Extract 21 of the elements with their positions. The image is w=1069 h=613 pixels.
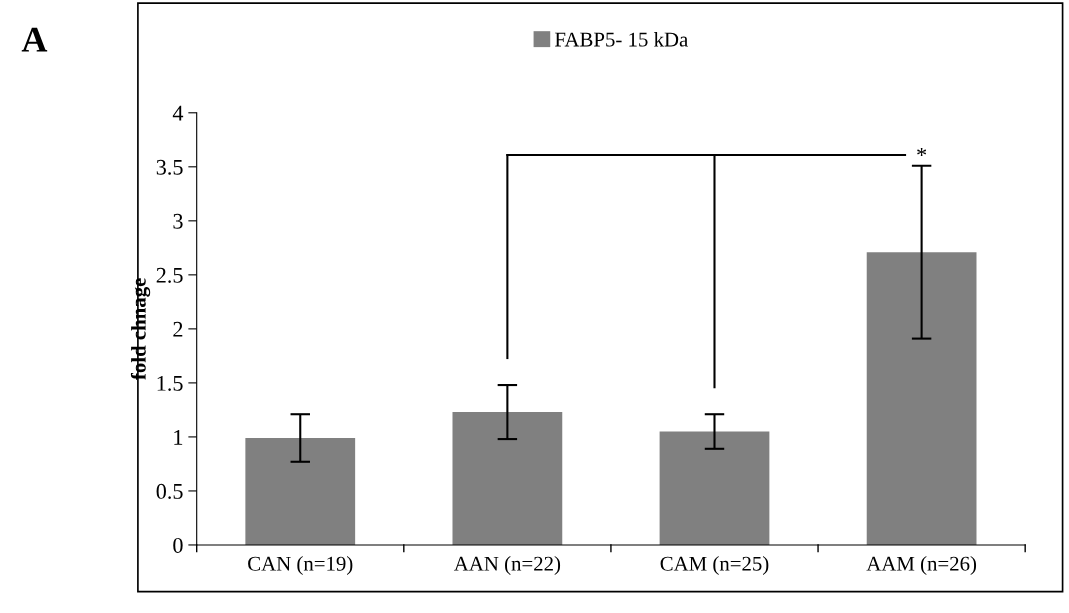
bar [452, 412, 563, 545]
bar [245, 438, 356, 545]
x-tick-label: CAN (n=19) [248, 556, 353, 575]
x-tick-label: AAM (n=26) [866, 556, 977, 575]
y-tick-label: 2 [173, 321, 183, 337]
y-axis-title: fold chnage [130, 278, 151, 380]
y-tick-label: 3 [173, 213, 183, 229]
y-tick-label: 2.5 [156, 267, 183, 283]
y-tick-label: 1 [174, 429, 183, 445]
y-tick-label: 1.5 [157, 375, 183, 391]
text: A [21, 27, 48, 52]
x-tick-label: AAN (n=22) [453, 556, 561, 575]
legend-label: FABP5- 15 kDa [555, 31, 689, 47]
x-tick-label: CAM (n=25) [660, 556, 769, 575]
y-tick-label: 0.5 [156, 483, 183, 499]
bar [659, 431, 770, 545]
y-tick-label: 3.5 [156, 159, 183, 175]
annotation: * [917, 147, 927, 157]
y-tick-label: 4 [172, 105, 184, 121]
bar [866, 252, 977, 545]
y-tick-label: 0 [173, 537, 183, 553]
